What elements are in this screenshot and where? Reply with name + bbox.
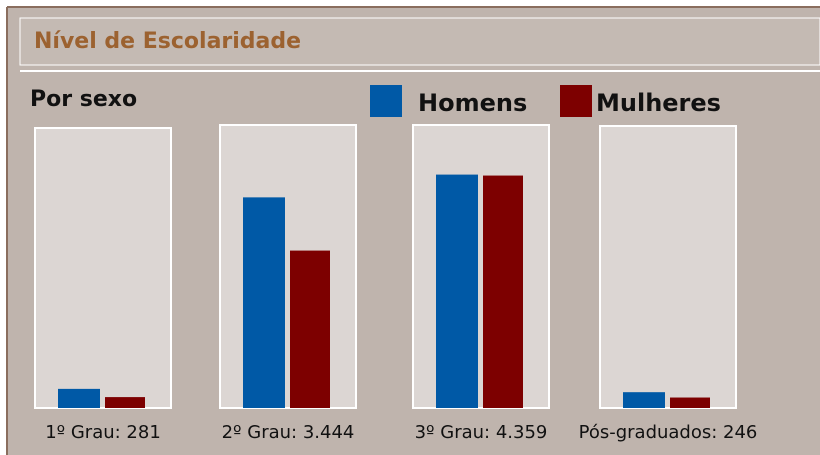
chart-subtitle: Por sexo	[30, 87, 137, 112]
category-panel	[34, 127, 172, 409]
category-label: 2º Grau: 3.444	[222, 422, 355, 443]
legend-label: Homens	[418, 89, 527, 117]
category-label: 1º Grau: 281	[45, 422, 161, 443]
legend-label: Mulheres	[596, 89, 721, 117]
category-panel	[219, 124, 357, 409]
bar	[483, 175, 523, 408]
chart-title: Nível de Escolaridade	[34, 29, 301, 54]
category-panel	[412, 124, 550, 409]
category-label: 3º Grau: 4.359	[415, 422, 548, 443]
bar	[290, 250, 330, 408]
legend-swatch	[560, 85, 592, 117]
bar	[623, 392, 665, 408]
bar	[243, 197, 285, 408]
header-band	[19, 17, 820, 66]
bar	[436, 174, 478, 408]
category-label: Pós-graduados: 246	[579, 422, 758, 443]
legend-swatch	[370, 85, 402, 117]
category-panel	[599, 125, 737, 409]
bar	[58, 388, 100, 408]
bar	[670, 397, 710, 408]
bar	[105, 397, 145, 408]
